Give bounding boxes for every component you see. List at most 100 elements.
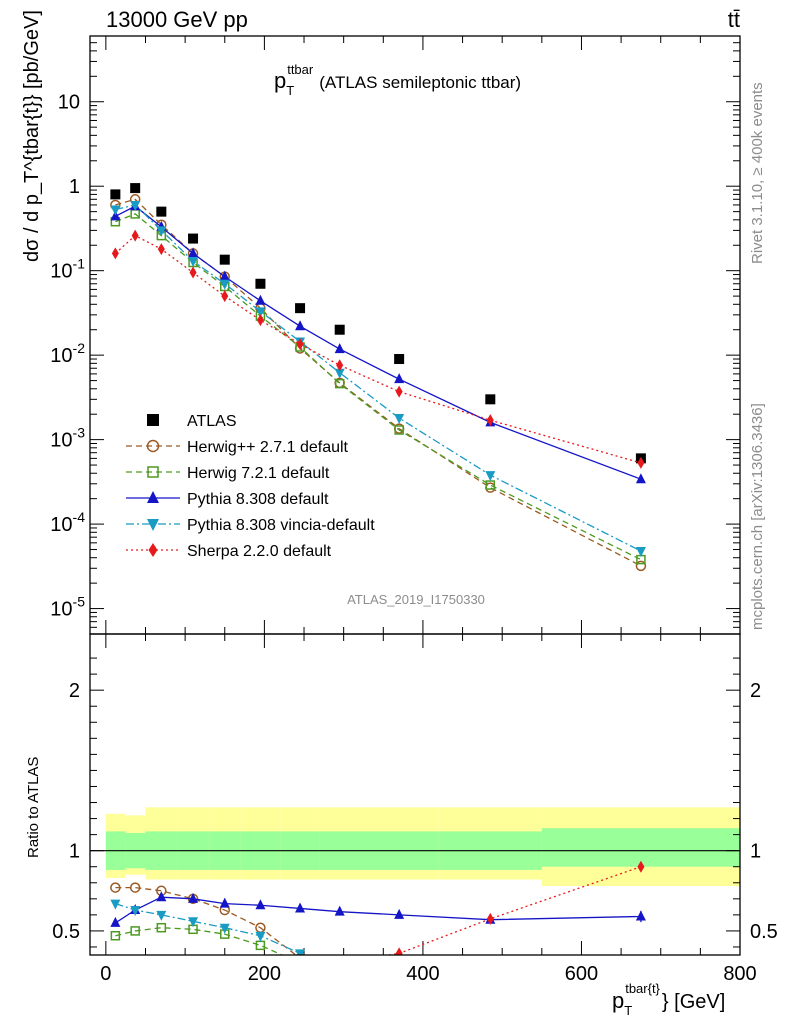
y-tick-label: 10-4 [50, 509, 85, 536]
process-label: tt̄ [728, 7, 740, 32]
ratio-series-herwig-7-2-1-default [110, 922, 304, 967]
data-point [295, 320, 306, 331]
legend-label: ATLAS [187, 413, 237, 430]
legend-marker [147, 519, 159, 531]
rivet-label: Rivet 3.1.10, ≥ 400k events [749, 82, 766, 264]
legend-marker [148, 543, 158, 557]
data-point [485, 471, 496, 482]
data-point [188, 233, 199, 244]
ratio-data-point [336, 957, 343, 969]
series-sherpa-2-2-0-default [111, 229, 645, 469]
ratio-data-point [130, 926, 140, 936]
data-point [110, 189, 121, 200]
data-point [255, 307, 266, 318]
data-point [336, 359, 344, 372]
ratio-y-tick-label: 0.5 [52, 921, 80, 943]
analysis-id: ATLAS_2019_I1750330 [347, 592, 485, 607]
ratio-data-point [188, 892, 199, 903]
data-point [394, 425, 404, 435]
ratio-ylabel: Ratio to ATLAS [25, 757, 42, 858]
x-tick-label: 400 [406, 963, 439, 985]
top-series [110, 183, 647, 572]
ratio-data-point [255, 940, 266, 951]
y-tick-label: 10 [58, 92, 80, 114]
ratio-data-point [335, 968, 344, 977]
y-tick-label-base: 10 [50, 261, 72, 283]
ratio-data-point [394, 908, 405, 919]
top-ylabel: dσ / d p_T^{tbar{t}} [pb/GeV] [21, 10, 43, 262]
ratio-data-point [395, 983, 404, 992]
ratio-series-line [115, 927, 284, 955]
ratio-data-point [255, 899, 266, 910]
ratio-data-point [334, 905, 345, 916]
ratio-series-line [115, 903, 301, 954]
ratio-data-point [156, 891, 167, 902]
legend-marker [146, 439, 160, 453]
legend-label: Pythia 8.308 vincia-default [187, 517, 375, 534]
y-tick-label: 10-2 [50, 340, 85, 367]
ratio-data-point [110, 882, 121, 893]
xlabel: pTtbar{t}} [GeV] [612, 981, 725, 1018]
legend-item: Pythia 8.308 default [126, 491, 329, 508]
legend-marker [147, 414, 159, 426]
ratio-series [110, 860, 646, 992]
ratio-data-point [188, 917, 199, 928]
ratio-y-tick-label-right: 2 [750, 680, 761, 702]
ratio-data-point [219, 897, 230, 908]
ratio-y-tick-label: 1 [69, 841, 80, 863]
data-point [255, 294, 266, 305]
data-point [394, 354, 405, 365]
data-point [334, 324, 345, 335]
data-point [188, 247, 199, 258]
data-point [334, 368, 345, 379]
ratio-y-tick-label-right: 1 [750, 841, 761, 863]
xlabel-sub: T [624, 1003, 632, 1018]
legend-marker [147, 491, 159, 503]
data-point [221, 290, 229, 303]
data-point [486, 414, 494, 427]
plot-title-tail: (ATLAS semileptonic ttbar) [319, 73, 521, 92]
ratio-plot: 0.5 0.5 1 1 2 2 0 200 400 600 800 [52, 633, 778, 992]
data-point [296, 338, 304, 351]
data-point [110, 205, 121, 216]
ratio-data-point [110, 916, 121, 927]
y-tick-label-base: 10 [50, 430, 72, 452]
ratio-data-point [296, 959, 304, 967]
data-point [295, 303, 306, 314]
legend-label: Pythia 8.308 default [187, 491, 329, 508]
ratio-y-tick-label: 2 [69, 680, 80, 702]
data-point [635, 547, 646, 558]
uncertainty-band-inner [541, 828, 740, 867]
legend: ATLAS Herwig++ 2.7.1 default Herwig 7.2.1 … [126, 413, 375, 560]
y-tick-label: 10-5 [50, 594, 85, 621]
xlabel-main: p [612, 988, 624, 1013]
plot-title-sup: ttbar [287, 62, 314, 77]
ratio-data-point [219, 923, 230, 934]
y-tick-label: 10-3 [50, 425, 85, 452]
data-point [256, 314, 264, 327]
mcplots-label: mcplots.cern.ch [arXiv:1306.3436] [749, 403, 766, 630]
plot-title-main: p [274, 68, 286, 93]
x-tick-label: 200 [248, 963, 281, 985]
series-line [115, 204, 642, 552]
data-point [394, 414, 405, 425]
x-tick-label: 0 [100, 963, 111, 985]
data-point [130, 200, 141, 211]
y-tick-label: 1 [69, 176, 80, 198]
data-point [485, 482, 496, 493]
ratio-series-pythia-8-308-vincia-default [110, 899, 306, 955]
ratio-data-point [156, 922, 167, 933]
data-point [334, 378, 345, 389]
xlabel-tail: } [GeV] [662, 991, 725, 1013]
y-tick-label-base: 10 [50, 599, 72, 621]
ratio-bands [105, 807, 740, 886]
data-point [219, 254, 230, 265]
ratio-data-point [255, 931, 266, 942]
y-tick-label-exp: -4 [73, 509, 86, 525]
x-tick-label: 800 [723, 963, 756, 985]
data-point [157, 243, 165, 256]
ratio-data-point [110, 899, 121, 910]
series-line [115, 198, 642, 567]
series-line [114, 234, 642, 464]
